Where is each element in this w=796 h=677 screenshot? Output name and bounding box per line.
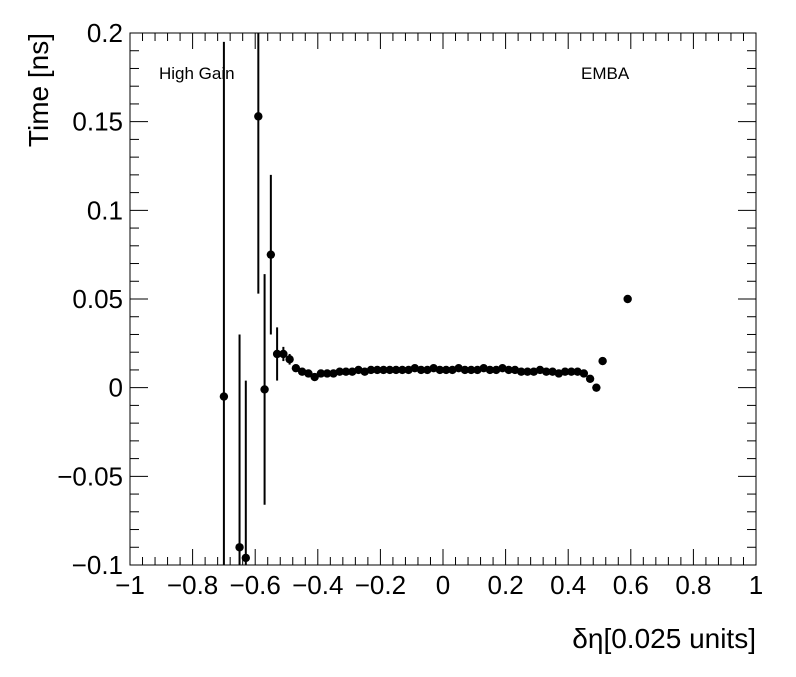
data-point: [322, 369, 332, 378]
data-point: [285, 355, 294, 364]
y-axis-label: Time [ns]: [23, 33, 54, 147]
x-axis-label: δη[0.025 units]: [572, 623, 756, 654]
y-tick-labels: −0.1 −0.05 0 0.05 0.1 0.15 0.2: [57, 18, 123, 580]
annotation-emba: EMBA: [581, 64, 630, 83]
x-tick-label: 0.8: [675, 570, 711, 600]
y-tick-label: −0.1: [72, 550, 123, 580]
y-tick-label: 0.05: [72, 284, 123, 314]
x-tick-label: 0: [436, 570, 450, 600]
x-tick-label: 0.2: [488, 570, 524, 600]
data-point: [398, 365, 407, 375]
x-tick-label: −0.2: [355, 570, 406, 600]
data-point: [523, 367, 532, 376]
data-point: [366, 365, 376, 375]
x-tick-label: 0.4: [550, 570, 586, 600]
data-point: [304, 369, 313, 378]
annotation-high-gain: High Gain: [159, 64, 235, 83]
y-tick-label: −0.05: [57, 461, 123, 491]
data-point: [592, 383, 601, 392]
x-tick-label: −0.8: [167, 570, 218, 600]
data-point: [279, 349, 288, 359]
data-point: [335, 367, 344, 376]
data-point: [385, 365, 394, 375]
data-point: [235, 543, 244, 552]
x-tick-label: −1: [115, 570, 145, 600]
data-point: [272, 349, 282, 359]
y-tick-label: 0.1: [87, 195, 123, 225]
data-point: [260, 385, 269, 394]
data-point: [598, 356, 607, 366]
data-point: [542, 367, 551, 376]
data-point: [435, 365, 445, 375]
data-point: [241, 553, 251, 563]
data-point: [517, 367, 526, 376]
x-tick-label: 0.6: [613, 570, 649, 600]
data-point: [373, 365, 382, 375]
data-point: [485, 365, 495, 375]
data-point: [623, 294, 632, 304]
data-point: [341, 367, 351, 376]
data-point: [585, 374, 595, 383]
data-point: [219, 392, 229, 401]
data-point: [379, 365, 388, 375]
data-point: [560, 367, 570, 376]
data-point: [391, 365, 401, 375]
data-point: [254, 112, 263, 121]
data-point: [504, 365, 513, 375]
data-point: [416, 365, 426, 375]
data-point: [579, 369, 589, 378]
data-point: [266, 250, 276, 259]
data-point: [567, 367, 576, 376]
data-point: [466, 365, 476, 375]
data-points: [219, 112, 632, 563]
y-tick-label: 0.2: [87, 18, 123, 48]
x-tick-label: −0.6: [230, 570, 281, 600]
x-tick-label: −0.4: [292, 570, 343, 600]
data-point: [291, 363, 301, 373]
x-tick-label: 1: [749, 570, 763, 600]
x-tick-labels: −1 −0.8 −0.6 −0.4 −0.2 0 0.2 0.4 0.6 0.8 1: [115, 570, 763, 600]
data-point: [460, 365, 470, 375]
tick-marks: [129, 32, 757, 566]
data-point: [316, 369, 326, 378]
data-point: [441, 365, 451, 375]
y-tick-label: 0.15: [72, 107, 123, 137]
y-tick-label: 0: [109, 373, 123, 403]
data-point: [310, 372, 319, 382]
